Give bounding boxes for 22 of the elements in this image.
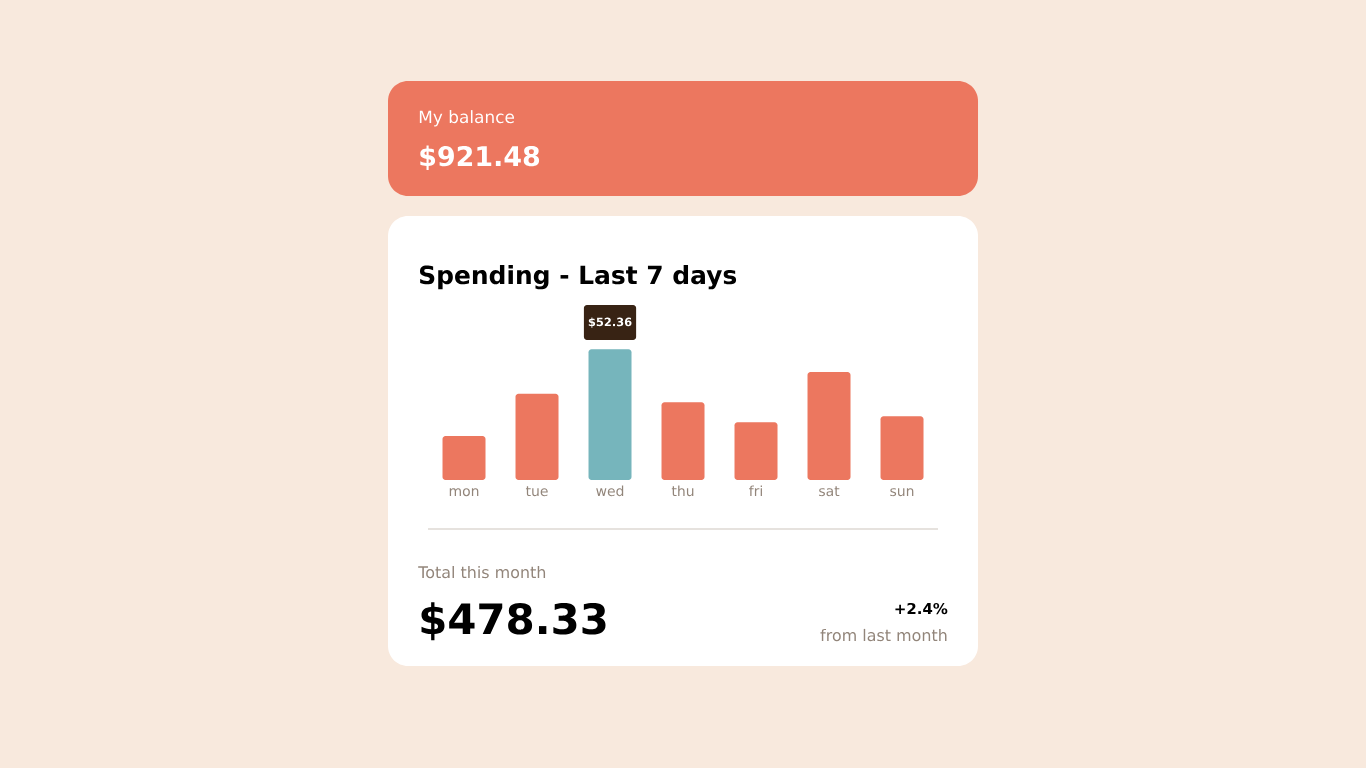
bar bbox=[661, 402, 705, 480]
bar bbox=[515, 393, 559, 480]
bar bbox=[880, 416, 924, 480]
x-tick-label: fri bbox=[749, 485, 762, 496]
bar bbox=[442, 436, 486, 480]
text: My balance bbox=[419, 110, 515, 127]
data-label: $52.36 bbox=[588, 317, 632, 328]
bar bbox=[734, 422, 778, 480]
x-tick-label: thu bbox=[671, 485, 694, 497]
text: Total this month bbox=[418, 565, 546, 579]
bar bbox=[807, 371, 851, 480]
bar bbox=[588, 349, 632, 480]
x-tick-label: sat bbox=[819, 486, 840, 497]
text: $921.48 bbox=[420, 145, 540, 170]
chart-title: Spending - Last 7 days bbox=[419, 265, 737, 290]
x-tick-label: mon bbox=[449, 488, 479, 497]
text: from last month bbox=[820, 628, 947, 642]
x-tick-label: wed bbox=[596, 485, 624, 497]
x-tick-label: tue bbox=[525, 486, 548, 497]
x-tick-label: sun bbox=[890, 488, 914, 497]
text: $478.33 bbox=[421, 602, 606, 641]
text: +2.4% bbox=[895, 602, 948, 615]
